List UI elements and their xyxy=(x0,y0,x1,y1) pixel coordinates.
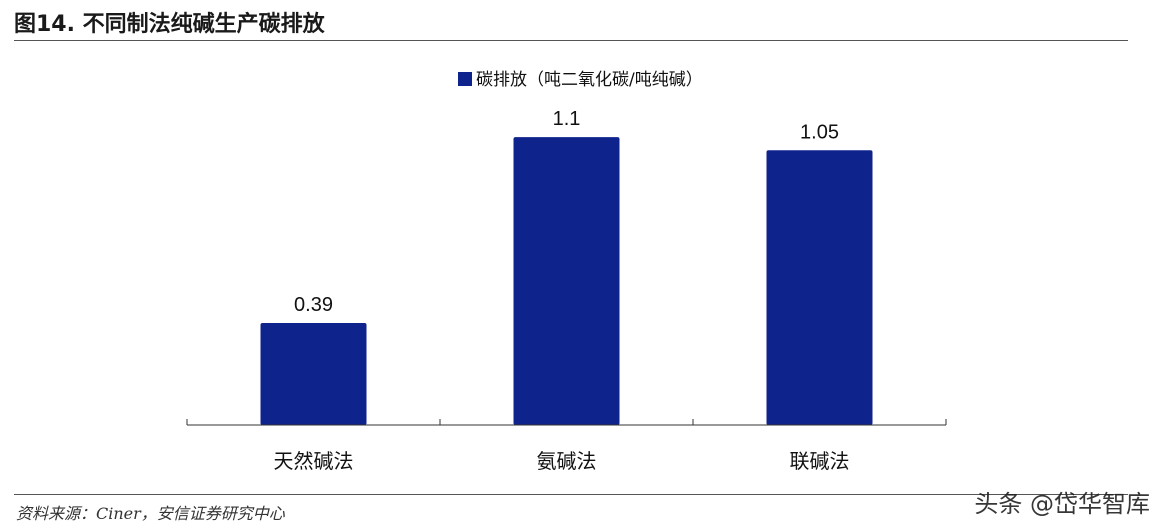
data-label: 0.39 xyxy=(294,294,333,316)
page-title: 图14. 不同制法纯碱生产碳排放 xyxy=(14,12,325,37)
bars-group: 0.39 1.1 1.05 xyxy=(260,108,873,425)
category-label: 氨碱法 xyxy=(537,449,597,473)
x-axis-ticks xyxy=(186,419,947,425)
legend: 碳排放（吨二氧化碳/吨纯碱） xyxy=(458,70,703,90)
bar xyxy=(766,150,873,425)
data-label: 1.05 xyxy=(800,121,839,143)
category-label: 天然碱法 xyxy=(274,449,354,473)
source-note: 资料来源：Ciner，安信证券研究中心 xyxy=(16,504,285,523)
footer-divider xyxy=(14,494,1128,495)
category-label: 联碱法 xyxy=(790,449,850,473)
legend-label: 碳排放（吨二氧化碳/吨纯碱） xyxy=(476,70,703,90)
x-axis-labels: 天然碱法 氨碱法 联碱法 xyxy=(274,449,850,473)
legend-swatch xyxy=(458,72,472,86)
bar xyxy=(260,322,367,425)
bar-chart: 碳排放（吨二氧化碳/吨纯碱） 0.39 1.1 1.05 天然碱法 氨碱法 联碱法 xyxy=(186,70,947,473)
watermark: 头条 @岱华智库 xyxy=(974,490,1150,518)
data-label: 1.1 xyxy=(553,108,581,130)
title-divider xyxy=(14,40,1128,41)
bar xyxy=(513,137,620,425)
